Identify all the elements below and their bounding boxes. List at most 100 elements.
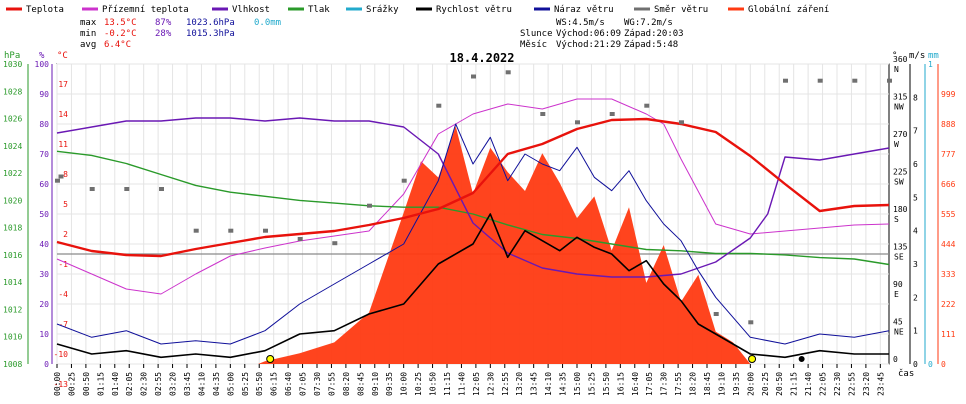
wind-dir-point-11 — [401, 178, 407, 183]
legend-label-5: Rychlost větru — [436, 5, 512, 15]
degc-tick-9: -10 — [54, 350, 69, 359]
x-tick-label-40: 16:40 — [631, 372, 640, 396]
stats-press-max: 1023.6hPa — [186, 18, 235, 28]
degc-tick-6: -1 — [58, 260, 68, 269]
hpa-tick-9: 1012 — [3, 305, 22, 314]
axis-ms-title: m/s — [909, 51, 925, 61]
x-tick-label-20: 08:20 — [342, 372, 351, 396]
x-tick-label-4: 01:40 — [111, 372, 120, 396]
hpa-tick-4: 1022 — [3, 169, 22, 178]
x-tick-label-38: 15:50 — [602, 372, 611, 396]
series-line-Vlhkost — [56, 117, 890, 278]
sun-set: Západ:20:03 — [624, 29, 684, 39]
x-tick-label-55: 22:55 — [847, 372, 856, 396]
wind-dir-point-21 — [748, 320, 754, 325]
x-tick-label-47: 19:35 — [732, 372, 741, 396]
degc-tick-8: -7 — [58, 320, 68, 329]
dir-tick-deg-8: 0 — [893, 355, 898, 364]
x-tick-label-24: 10:00 — [400, 372, 409, 396]
x-tick-label-41: 17:05 — [645, 372, 654, 396]
x-tick-label-28: 11:40 — [457, 372, 466, 396]
x-tick-label-39: 16:15 — [616, 372, 625, 396]
wm2-tick-4: 555 — [941, 210, 956, 219]
legend-label-0: Teplota — [26, 5, 64, 15]
x-tick-label-50: 20:50 — [775, 372, 784, 396]
pct-tick-10: 0 — [44, 360, 49, 369]
pct-tick-1: 90 — [39, 90, 49, 99]
legend-label-2: Vlhkost — [232, 5, 270, 15]
x-tick-label-22: 09:10 — [371, 372, 380, 396]
wind-dir-point-20 — [713, 312, 719, 316]
stats-rain-max: 0.0mm — [254, 18, 281, 28]
x-tick-label-49: 20:25 — [761, 372, 770, 396]
x-tick-label-1: 00:25 — [67, 372, 76, 396]
wind-dir-point-22 — [783, 78, 788, 83]
x-tick-label-7: 02:55 — [154, 372, 163, 396]
legend-label-7: Směr větru — [654, 5, 708, 15]
hpa-tick-2: 1026 — [3, 115, 22, 124]
stats-hum-min: 28% — [155, 29, 172, 39]
wind-dir-point-14 — [505, 70, 511, 75]
wm2-tick-8: 111 — [941, 330, 956, 339]
x-tick-label-54: 22:30 — [833, 372, 842, 396]
sun-rise: Východ:06:09 — [556, 29, 621, 39]
wm2-tick-1: 888 — [941, 120, 956, 129]
wm2-tick-3: 666 — [941, 180, 956, 189]
x-tick-label-25: 10:25 — [414, 372, 423, 396]
ms-tick-7: 1 — [913, 327, 918, 336]
stats-temp-max: 13.5°C — [104, 18, 137, 28]
x-tick-label-51: 21:15 — [790, 372, 799, 396]
x-tick-label-57: 23:45 — [876, 372, 885, 396]
legend-label-8: Globální záření — [748, 5, 829, 15]
wm2-tick-7: 222 — [941, 300, 956, 309]
sunrise-marker — [266, 355, 275, 363]
dir-tick-deg-2: 270 — [893, 130, 908, 139]
ms-tick-6: 2 — [913, 293, 918, 302]
hpa-tick-11: 1008 — [3, 360, 22, 369]
dir-tick-name-1: NW — [894, 103, 904, 112]
stats-wg: WG:7.2m/s — [624, 18, 673, 28]
dir-tick-name-0: N — [894, 65, 899, 74]
wind-dir-point-4 — [159, 187, 164, 191]
wind-dir-point-23 — [817, 78, 823, 83]
hpa-tick-7: 1016 — [3, 251, 22, 260]
series-line-Tlak — [56, 150, 890, 266]
hpa-tick-0: 1030 — [3, 60, 22, 69]
hpa-tick-5: 1020 — [3, 196, 22, 205]
ms-tick-5: 3 — [913, 260, 918, 269]
wind-dir-point-19 — [679, 120, 684, 125]
wind-dir-point-1 — [58, 174, 64, 179]
pct-tick-7: 30 — [39, 270, 49, 279]
wind-dir-point-6 — [228, 228, 234, 233]
x-tick-label-48: 20:00 — [746, 372, 755, 396]
x-tick-label-18: 07:30 — [313, 372, 322, 396]
wind-dir-point-13 — [471, 74, 476, 79]
stats-label-min: min — [80, 29, 96, 39]
x-tick-label-21: 08:45 — [356, 372, 365, 396]
dir-tick-name-7: NE — [894, 328, 904, 337]
wind-dir-point-9 — [332, 241, 338, 246]
x-tick-label-17: 07:05 — [299, 372, 308, 396]
wm2-tick-5: 444 — [941, 240, 956, 249]
wind-dir-point-3 — [124, 187, 130, 191]
pct-tick-6: 40 — [39, 240, 49, 249]
hpa-tick-3: 1024 — [3, 142, 22, 151]
pct-tick-2: 80 — [39, 120, 49, 129]
pct-tick-4: 60 — [39, 180, 49, 189]
axis-pct-title: % — [39, 51, 45, 61]
x-tick-label-2: 00:50 — [82, 372, 91, 396]
pct-tick-9: 10 — [39, 330, 49, 339]
chart-title: 18.4.2022 — [449, 51, 514, 65]
x-tick-label-27: 11:15 — [443, 372, 452, 396]
x-tick-label-3: 01:15 — [96, 372, 105, 396]
x-tick-label-19: 07:55 — [327, 372, 336, 396]
degc-tick-4: 5 — [63, 200, 68, 209]
x-tick-label-42: 17:30 — [660, 372, 669, 396]
wm2-tick-2: 777 — [941, 150, 956, 159]
x-tick-label-45: 18:45 — [703, 372, 712, 396]
dir-tick-deg-4: 180 — [893, 205, 908, 214]
wind-dir-point-18 — [644, 103, 650, 108]
dir-tick-deg-7: 45 — [893, 318, 903, 327]
ms-tick-0: 8 — [913, 93, 918, 102]
